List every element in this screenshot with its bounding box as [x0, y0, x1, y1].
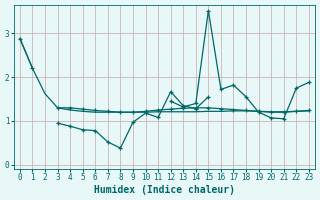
X-axis label: Humidex (Indice chaleur): Humidex (Indice chaleur)	[94, 185, 235, 195]
